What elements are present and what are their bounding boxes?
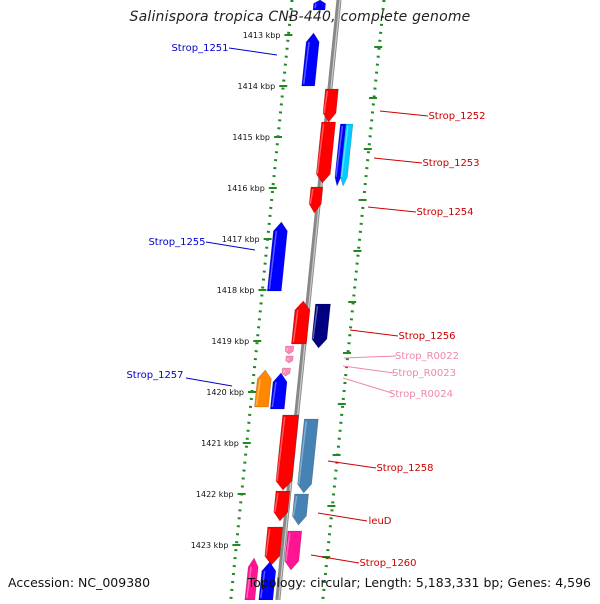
gene-arrow-shine (255, 378, 262, 406)
gene-arrow-shine (335, 125, 344, 178)
gene-arrow-2 (322, 88, 339, 123)
gene-label: Strop_1253 (422, 158, 479, 169)
gene-arrow-shine (297, 420, 308, 485)
gene-label: leuD (369, 516, 392, 527)
gene-arrow-shine (286, 357, 289, 361)
accession-text: Accession: NC_009380 (8, 575, 151, 590)
gene-leader-line (185, 377, 233, 387)
gene-arrow-shine (246, 566, 252, 599)
gene-arrow-5 (340, 123, 354, 187)
gene-label: Strop_1257 (126, 370, 183, 381)
gene-arrow-11 (285, 355, 294, 364)
gene-arrow-0 (312, 0, 326, 11)
gene-arrow-4 (334, 123, 347, 187)
gene-arrow-3 (315, 121, 336, 184)
gene-leader-line (327, 460, 377, 469)
gene-arrow-shine (276, 416, 286, 482)
gene-arrow-8 (291, 300, 311, 345)
gene-arrow-7 (266, 221, 288, 292)
gene-label: Strop_1252 (428, 111, 485, 122)
gene-arrow-shine (265, 528, 271, 557)
kbp-label: 1422 kbp (196, 490, 234, 499)
gene-arrow-shine (309, 188, 314, 205)
gene-leader-line (343, 355, 397, 359)
gene-label: Strop_1254 (416, 207, 473, 218)
gene-arrow-9 (311, 303, 331, 349)
gene-leader-line (349, 329, 399, 337)
gene-arrow-shine (316, 123, 325, 175)
gene-leader-line (317, 512, 368, 522)
genome-title: Salinispora tropica CNB-440, complete ge… (129, 9, 471, 25)
gene-arrow-shine (282, 369, 286, 374)
gene-arrow-10 (284, 345, 295, 355)
gene-arrow-shine (340, 125, 349, 178)
topology-text: Topology: circular; Length: 5,183,331 bp… (247, 575, 591, 590)
gene-leader-line (373, 157, 423, 164)
gene-arrow-13 (254, 369, 272, 408)
gene-label: Strop_1256 (398, 331, 455, 342)
gene-leader-line (367, 206, 417, 213)
gene-arrow-17 (273, 490, 291, 522)
gene-arrow-shine (323, 90, 329, 114)
kbp-label: 1419 kbp (212, 337, 250, 346)
gene-arrow-14 (269, 372, 288, 410)
gene-arrow-12 (281, 367, 291, 377)
gene-arrow-shine (260, 570, 266, 599)
kbp-label: 1417 kbp (222, 235, 260, 244)
gene-arrow-shine (314, 3, 317, 9)
gene-arrow-shine (302, 41, 310, 85)
gene-arrow-6 (308, 186, 324, 214)
gene-arrow-18 (292, 493, 309, 526)
gene-arrow-shine (286, 347, 289, 352)
gene-arrow-shine (312, 305, 319, 340)
gene-arrow-shine (292, 495, 298, 517)
kbp-label: 1416 kbp (227, 184, 265, 193)
kbp-label: 1415 kbp (232, 133, 270, 142)
gene-leader-line (205, 241, 256, 251)
gene-label: Strop_1258 (376, 463, 433, 474)
gene-arrow-1 (301, 32, 320, 87)
gene-arrow-shine (285, 532, 291, 562)
gene-label: Strop_1255 (148, 237, 205, 248)
gene-label: Strop_R0023 (392, 368, 456, 379)
gene-arrow-shine (292, 309, 299, 343)
kbp-label: 1420 kbp (206, 388, 244, 397)
gene-arrow-shine (274, 492, 279, 513)
kbp-label: 1413 kbp (243, 31, 281, 40)
kbp-label: 1423 kbp (191, 541, 229, 550)
gene-leader-line (228, 47, 278, 56)
gene-arrow-19 (264, 526, 284, 566)
gene-arrow-15 (275, 414, 300, 491)
gene-arrow-shine (271, 381, 277, 408)
kbp-label: 1414 kbp (238, 82, 276, 91)
gene-arrow-16 (297, 418, 319, 494)
gene-label: Strop_R0022 (395, 351, 459, 362)
gene-leader-line (310, 554, 360, 564)
gene-label: Strop_1251 (171, 43, 228, 54)
gene-arrow-20 (284, 530, 303, 571)
gene-arrow-shine (268, 230, 278, 290)
gene-label: Strop_1260 (359, 558, 416, 569)
gene-label: Strop_R0024 (389, 389, 453, 400)
kbp-label: 1421 kbp (201, 439, 239, 448)
gene-leader-line (342, 377, 393, 394)
kbp-label: 1418 kbp (217, 286, 255, 295)
gene-leader-line (342, 365, 395, 374)
gene-leader-line (379, 110, 429, 117)
